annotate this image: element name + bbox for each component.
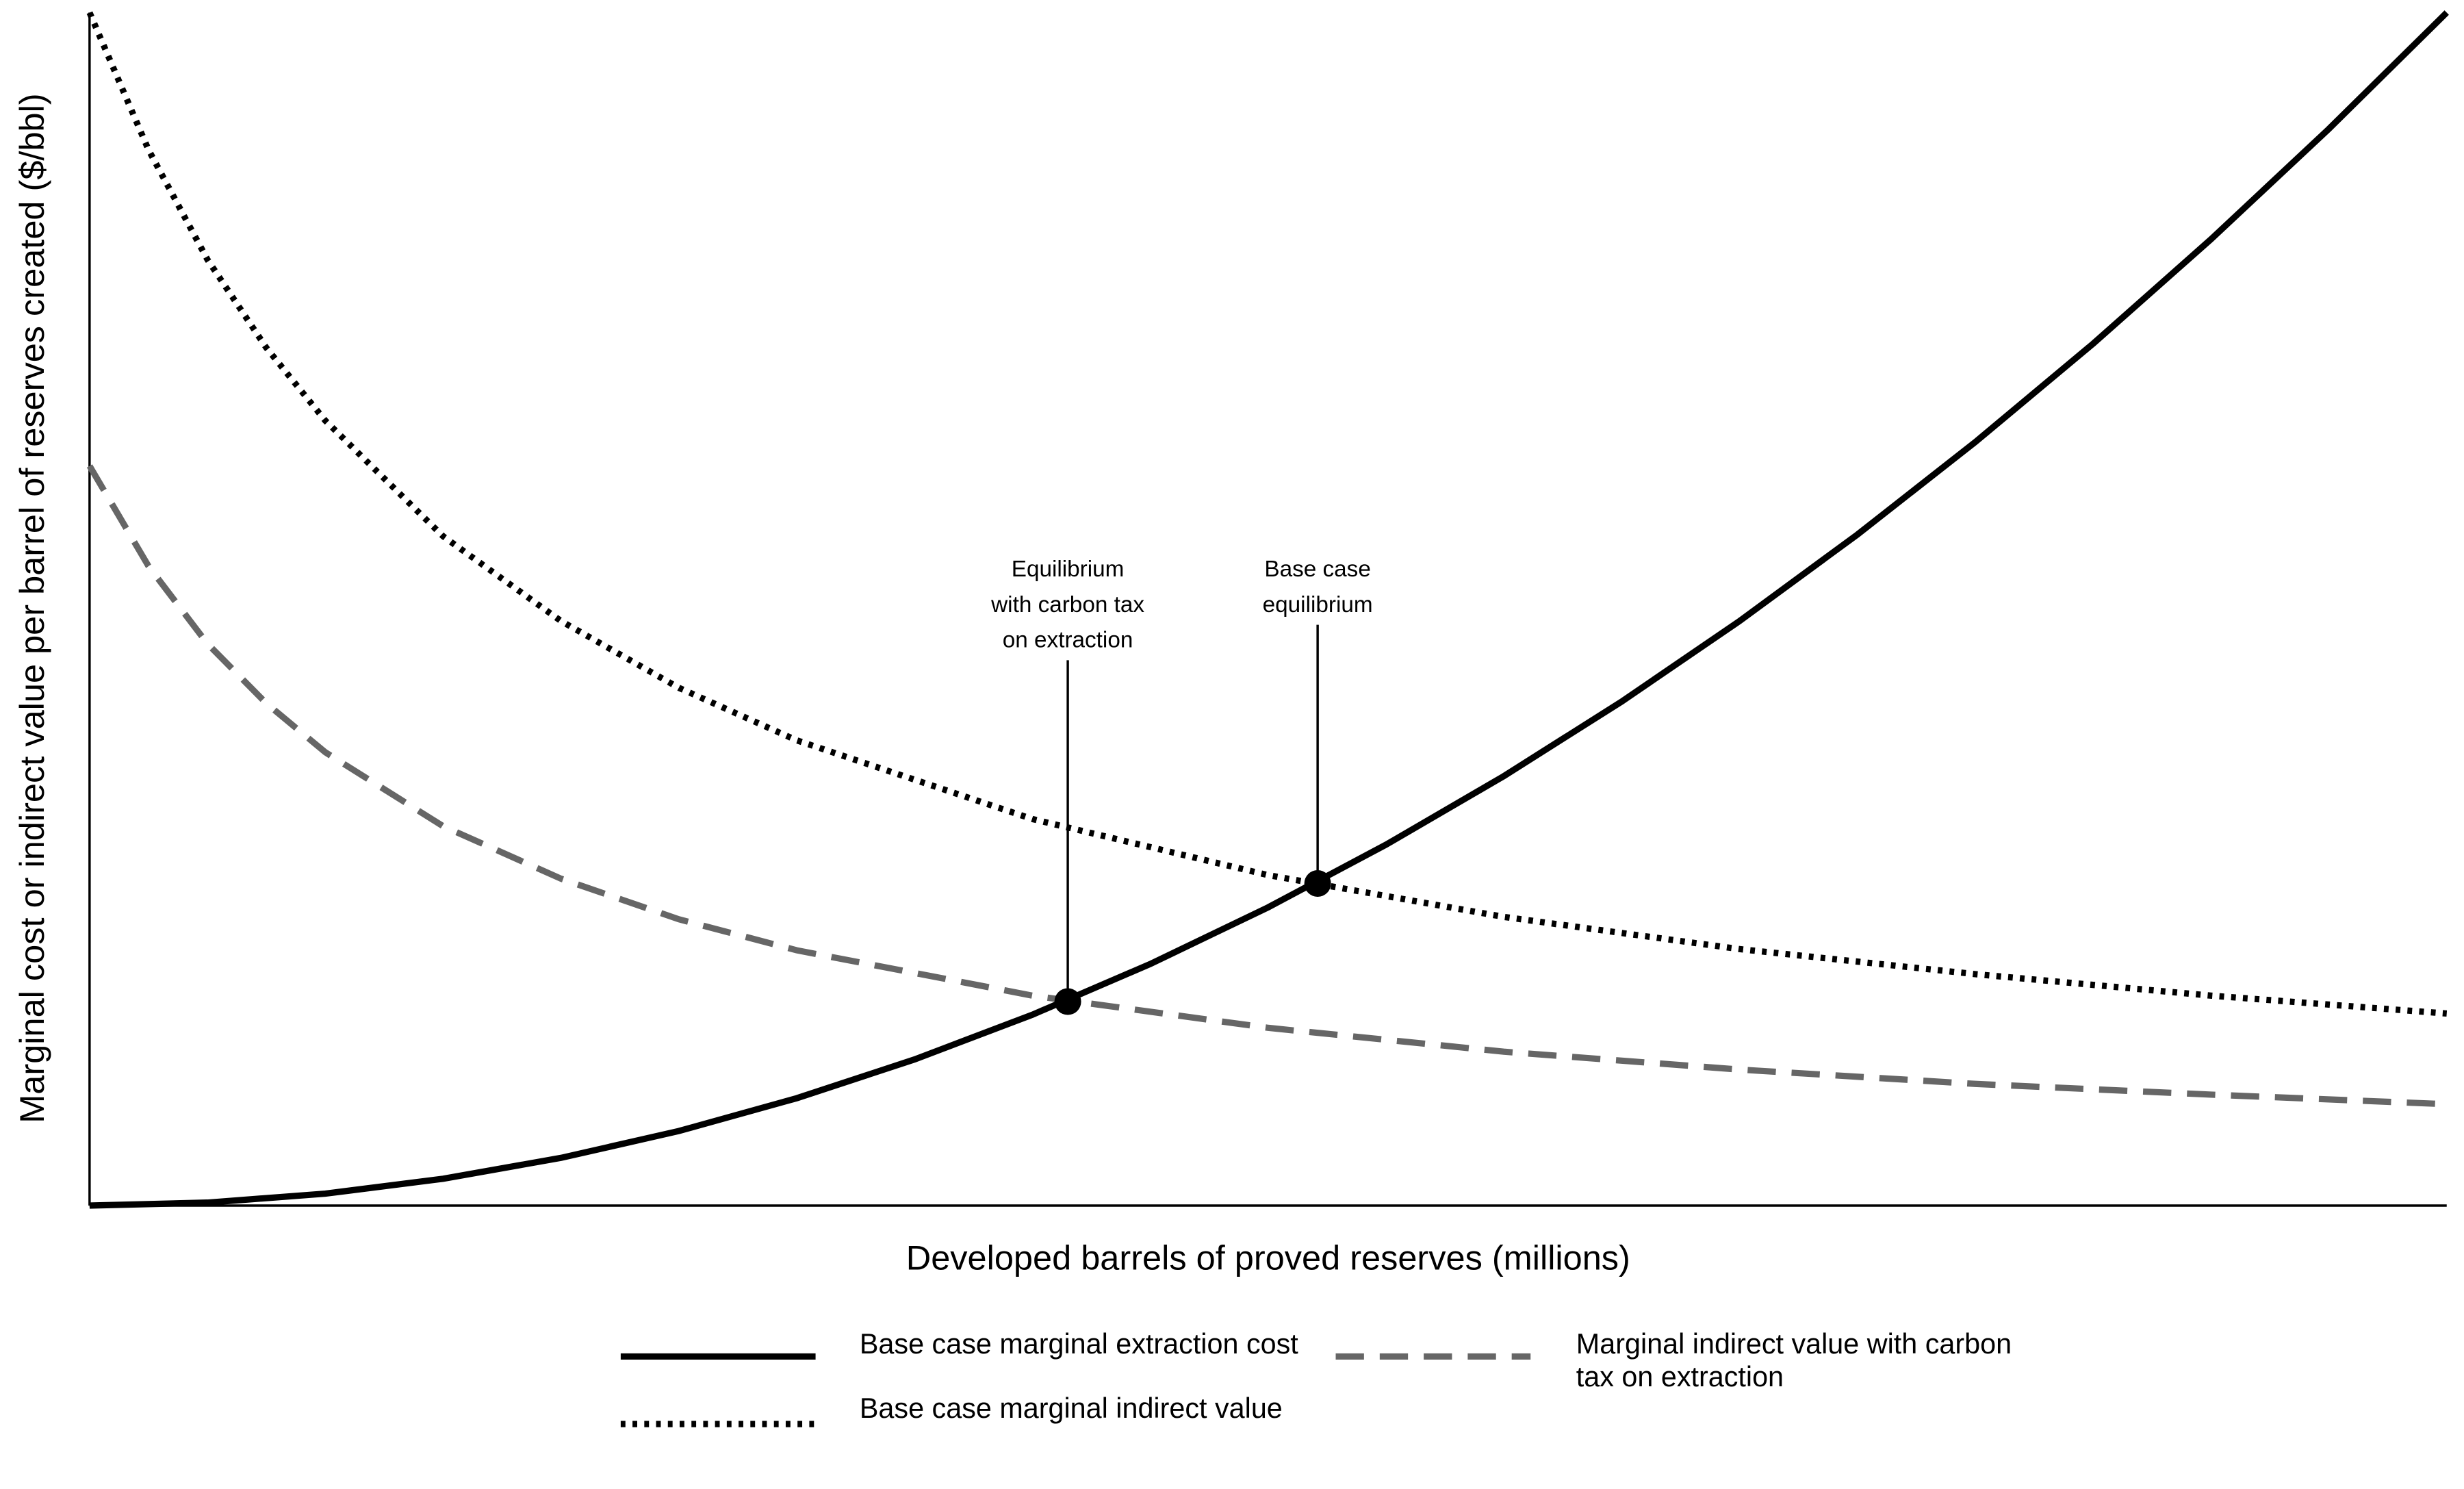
- annotation-text: Base case: [1264, 557, 1370, 582]
- line-series: [86, 11, 2448, 1017]
- legend-label: Base case marginal extraction cost: [859, 1328, 1298, 1360]
- x-axis-title: Developed barrels of proved reserves (mi…: [906, 1238, 1630, 1277]
- annotation-text: on extraction: [1003, 628, 1133, 653]
- y-axis-title: Marginal cost or indirect value per barr…: [12, 93, 51, 1123]
- annotation-text: Equilibrium: [1012, 557, 1125, 582]
- legend-entry: Base case marginal indirect value: [859, 1392, 1283, 1425]
- legend-entry: Marginal indirect value with carbon tax …: [1576, 1328, 2012, 1393]
- annotation-text: equilibrium: [1263, 592, 1373, 618]
- equilibrium-point: [1304, 869, 1331, 898]
- equilibrium-point: [1054, 988, 1081, 1015]
- legend-label: Marginal indirect value with carbon tax …: [1576, 1328, 2012, 1393]
- legend-label: Base case marginal indirect value: [859, 1392, 1283, 1425]
- line-series: [89, 10, 2449, 1209]
- line-series: [86, 464, 2447, 1108]
- annotation-text: with carbon tax: [990, 592, 1144, 618]
- legend-entry: Base case marginal extraction cost: [859, 1328, 1298, 1360]
